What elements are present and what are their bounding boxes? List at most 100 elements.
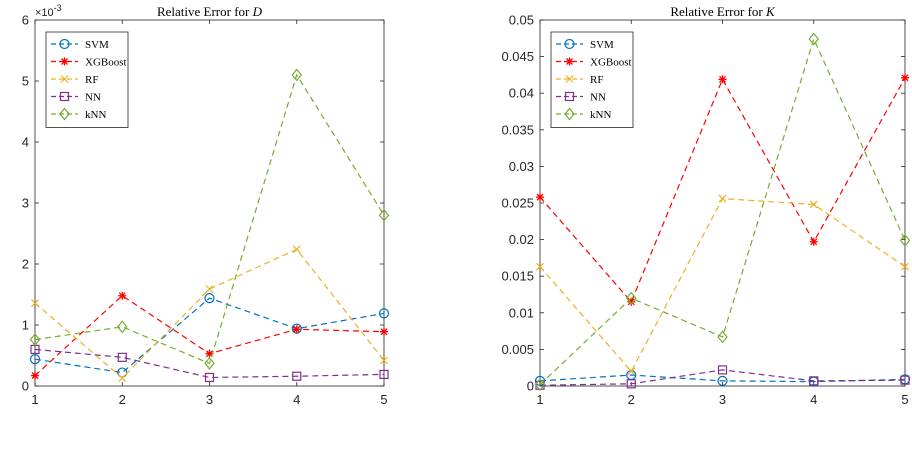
data-point (901, 262, 909, 271)
series-line (539, 77, 906, 303)
data-point (717, 365, 728, 375)
chart-relative-error-d: Relative Error for D ×10-3 1 2 3 4 50123456S… (22, 3, 390, 407)
legend-marker (565, 57, 574, 66)
data-point (809, 237, 818, 246)
data-point (808, 32, 820, 46)
y-tick-label: 0.05 (509, 13, 534, 28)
data-point (291, 68, 303, 82)
data-point (536, 262, 544, 271)
data-point (378, 308, 390, 319)
series-xgboost (31, 291, 388, 380)
y-tick-label: 6 (22, 13, 29, 28)
data-point (292, 371, 302, 381)
legend: SVM XGBoost RF NN kNN (45, 31, 129, 128)
data-point (625, 291, 637, 305)
data-point (118, 374, 127, 382)
series-svm (29, 293, 390, 378)
data-point (29, 333, 41, 347)
y-tick-label: 5 (22, 74, 29, 89)
series-line (34, 348, 385, 379)
legend-label: kNN (590, 109, 611, 121)
legend-label: NN (590, 92, 606, 104)
legend-marker (564, 38, 575, 50)
x-tick-label: 5 (380, 392, 387, 407)
legend-label: XGBoost (85, 57, 127, 69)
data-point (116, 320, 128, 334)
series-nn (535, 365, 910, 390)
data-point (117, 367, 128, 378)
series-line (34, 248, 385, 379)
legend-marker (59, 38, 70, 50)
x-tick-label: 5 (901, 392, 908, 407)
data-point (380, 356, 388, 365)
data-point (117, 352, 127, 362)
series-knn (29, 68, 390, 370)
series-line (34, 297, 385, 374)
y-tick-label: 0.03 (509, 159, 534, 174)
data-point (536, 193, 544, 202)
data-point (901, 73, 909, 82)
y-tick-label: 0.045 (501, 49, 534, 64)
y-tick-label: 0.01 (509, 305, 534, 320)
series-xgboost (536, 73, 909, 306)
legend-label: kNN (85, 109, 106, 121)
series-rf (536, 194, 909, 376)
data-point (626, 379, 636, 389)
data-point (205, 349, 214, 358)
y-tick-label: 0 (22, 379, 29, 394)
legend-item: RF (556, 74, 603, 86)
legend-item: kNN (51, 107, 106, 121)
data-point (292, 325, 301, 334)
y-tick-label: 0.02 (509, 232, 534, 247)
legend-label: XGBoost (590, 57, 632, 69)
legend-item: SVM (556, 38, 614, 51)
series-line (539, 37, 906, 385)
y-tick-label: 0.005 (501, 342, 534, 357)
legend-item: XGBoost (51, 57, 127, 69)
data-point (380, 327, 388, 336)
chart-relative-error-k: Relative Error for K 1 2 3 4 5 0 0.005 0.01 0.01… (501, 4, 911, 407)
legend-marker (60, 75, 69, 83)
legend-marker (565, 75, 574, 83)
y-exponent-label: ×10-3 (35, 3, 62, 19)
data-point (809, 376, 819, 386)
legend-box (45, 31, 129, 128)
y-tick-label: 2 (22, 257, 29, 272)
data-point (205, 285, 214, 293)
data-point (717, 330, 728, 344)
data-point (627, 297, 636, 306)
data-point (718, 194, 727, 203)
data-point (717, 375, 728, 386)
legend-item: NN (556, 92, 606, 104)
x-tick-label: 1 (536, 392, 543, 407)
y-tick-label: 3 (22, 196, 29, 211)
legend-item: SVM (51, 38, 109, 51)
data-point (204, 372, 215, 383)
data-point (378, 208, 390, 222)
series-line (539, 197, 906, 373)
y-tick-label: 4 (22, 135, 29, 150)
data-point (31, 371, 39, 380)
data-point (900, 375, 910, 385)
x-tick-label: 4 (293, 392, 300, 407)
y-tick-label: 0.015 (501, 269, 534, 284)
legend-label: NN (85, 92, 101, 104)
legend-marker (59, 91, 70, 102)
series-nn (30, 344, 389, 383)
chart-title: Relative Error for K (670, 4, 776, 19)
series-knn (534, 32, 911, 391)
x-tick-label: 3 (719, 392, 726, 407)
data-point (204, 356, 215, 370)
x-tick-label: 1 (31, 392, 38, 407)
x-tick-label: 4 (810, 392, 817, 407)
data-point (627, 367, 636, 376)
y-tick-label: 1 (22, 318, 29, 333)
x-tick-label: 2 (628, 392, 635, 407)
legend-label: SVM (590, 39, 614, 51)
data-point (31, 299, 39, 307)
legend-item: kNN (556, 107, 611, 121)
y-tick-label: 0.025 (501, 196, 534, 211)
x-tick-label: 2 (119, 392, 126, 407)
data-point (899, 233, 911, 247)
